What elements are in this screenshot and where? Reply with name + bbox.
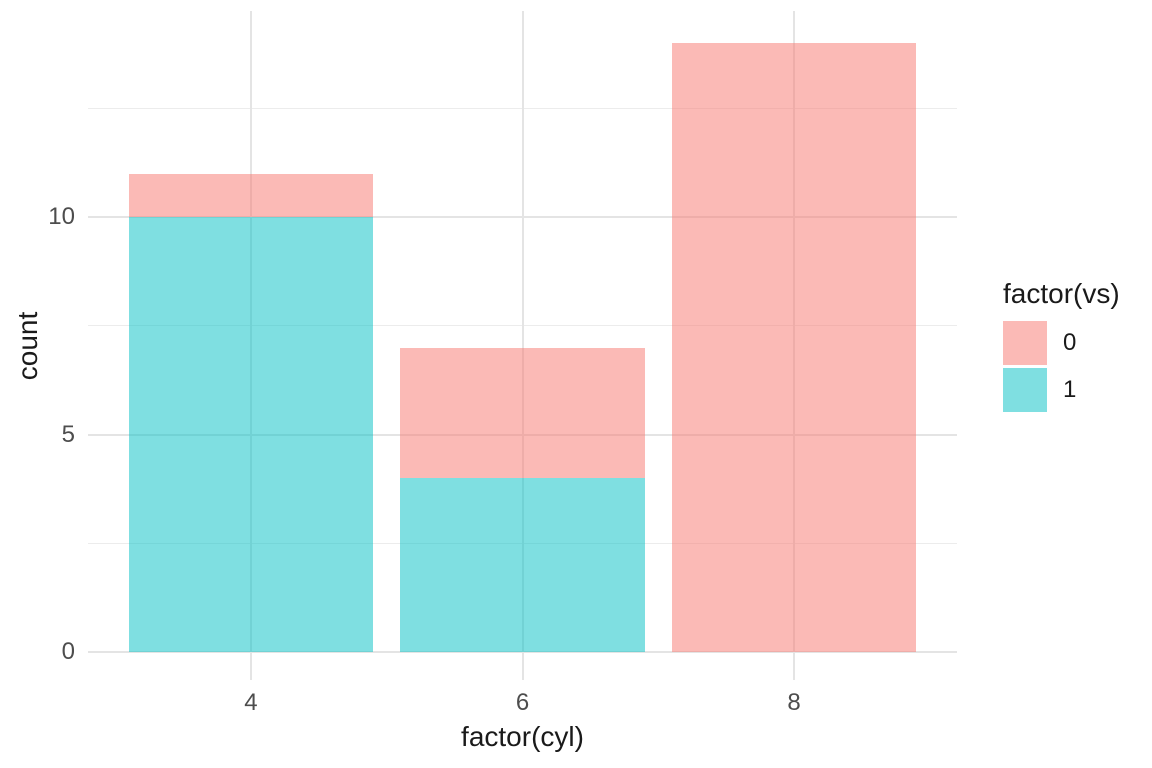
x-tick-label: 8 — [787, 689, 801, 716]
legend: factor(vs) 0 1 — [1003, 278, 1120, 415]
legend-label-vs1: 1 — [1063, 376, 1077, 403]
bar-segment-cyl4-vs0 — [128, 173, 374, 217]
x-tick-label: 6 — [515, 689, 530, 716]
x-tick-label: 4 — [244, 689, 258, 716]
bar-segment-cyl8-vs0 — [671, 43, 917, 652]
bar-segment-cyl6-vs0 — [400, 347, 645, 478]
x-axis-title: factor(cyl) — [461, 721, 584, 752]
y-tick-label: 5 — [61, 420, 75, 448]
legend-title: factor(vs) — [1003, 278, 1120, 309]
y-tick-label: 10 — [48, 203, 75, 230]
bar-segment-cyl4-vs1 — [128, 217, 374, 652]
legend-item-vs0: 0 — [1003, 321, 1120, 365]
legend-swatch-vs1 — [1003, 368, 1047, 412]
plot-panel — [88, 11, 957, 680]
bar-segment-cyl6-vs1 — [400, 478, 645, 652]
gridline-vertical — [521, 11, 524, 680]
y-axis-title: count — [12, 311, 43, 381]
y-tick-label: 0 — [61, 638, 75, 665]
legend-label-vs0: 0 — [1063, 329, 1077, 356]
legend-swatch-vs0 — [1003, 321, 1047, 365]
legend-item-vs1: 1 — [1003, 368, 1120, 412]
